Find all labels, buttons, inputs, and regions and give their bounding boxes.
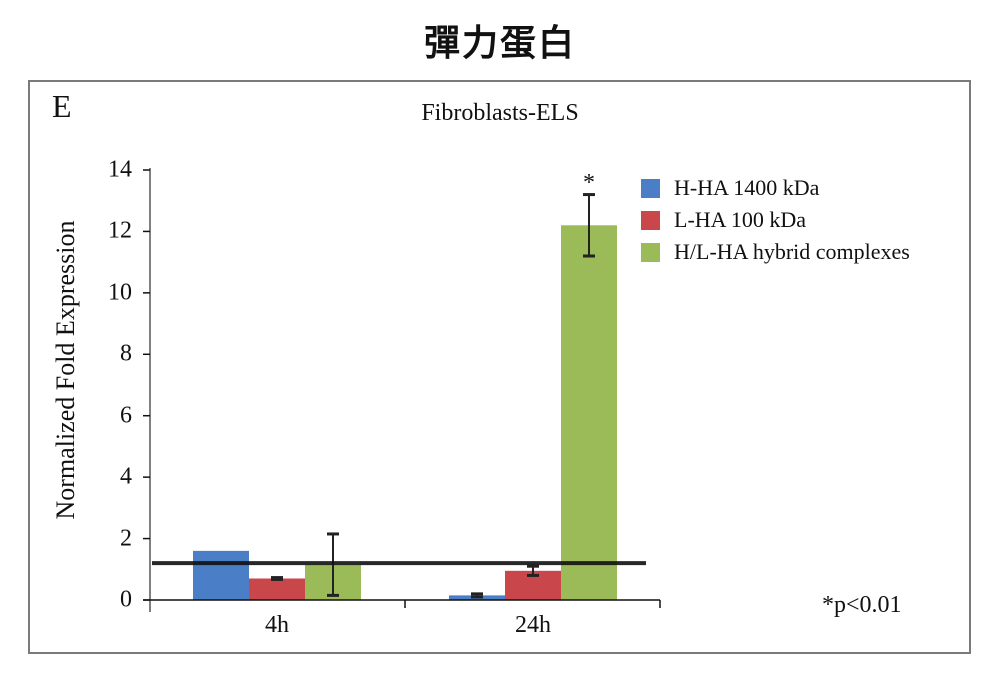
legend-item-hybrid: H/L-HA hybrid complexes: [641, 236, 910, 268]
y-tick-label: 8: [120, 340, 132, 367]
y-tick-label: 0: [120, 586, 132, 613]
y-tick-label: 2: [120, 525, 132, 552]
error-bars-group: [271, 193, 595, 599]
chart-title: Fibroblasts-ELS: [421, 100, 579, 126]
bar: [193, 550, 249, 600]
legend-swatch-green: [641, 242, 660, 262]
bar: [561, 225, 617, 601]
legend-label: L-HA 100 kDa: [674, 207, 806, 232]
legend-item-l-ha: L-HA 100 kDa: [641, 204, 910, 236]
y-tick-label: 10: [108, 279, 132, 306]
legend-swatch-blue: [641, 178, 660, 198]
x-tick-24h: 24h: [515, 612, 551, 638]
significance-star: *: [583, 170, 595, 196]
x-tick-4h: 4h: [265, 612, 289, 638]
panel-letter: E: [52, 88, 72, 124]
legend-label: H-HA 1400 kDa: [674, 175, 820, 200]
bars-group: [193, 225, 617, 601]
y-tick-label: 4: [120, 463, 132, 490]
y-tick-label: 12: [108, 217, 132, 244]
p-value-footnote: *p<0.01: [822, 592, 902, 618]
bar: [249, 578, 305, 600]
y-tick-label: 14: [108, 156, 132, 183]
figure-frame: [28, 80, 971, 654]
y-tick-label: 6: [120, 402, 132, 429]
legend-swatch-red: [641, 210, 660, 230]
legend: H-HA 1400 kDa L-HA 100 kDa H/L-HA hybrid…: [641, 172, 910, 268]
legend-item-h-ha: H-HA 1400 kDa: [641, 172, 910, 204]
legend-label: H/L-HA hybrid complexes: [674, 239, 910, 264]
page-title: 彈力蛋白: [423, 23, 576, 64]
